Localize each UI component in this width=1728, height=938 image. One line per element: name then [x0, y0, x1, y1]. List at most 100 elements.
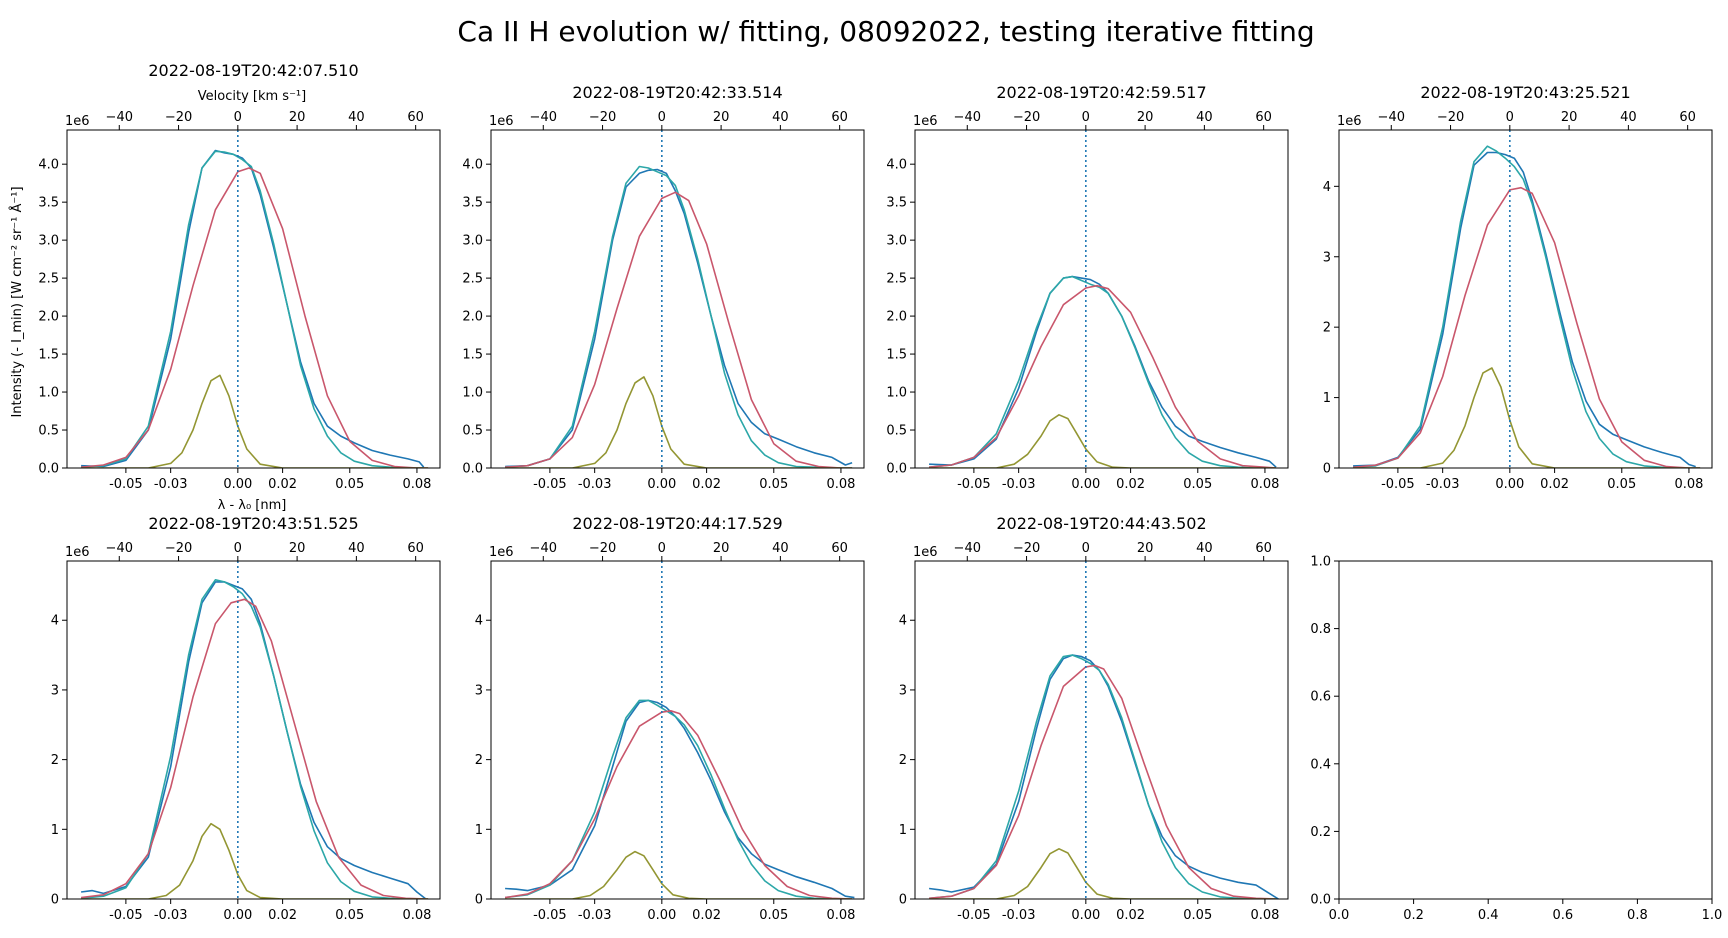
subplot-8: 0.0 0.2 0.4 0.6 0.8 1.0 0.0 0.2 0.4 0.6 0.8 1.0 — [1310, 555, 1722, 924]
x-tick-label: 0.05 — [1183, 908, 1212, 923]
velocity-tick-label: 60 — [1255, 110, 1272, 125]
subplot-title: 2022-08-19T20:43:25.521 — [1420, 83, 1630, 102]
y-tick-label: 2.0 — [462, 310, 483, 325]
velocity-tick-label: −20 — [165, 541, 192, 556]
velocity-tick-label: 20 — [1561, 110, 1578, 125]
x-tick-label: -0.05 — [533, 908, 567, 923]
velocity-tick-label: 0 — [658, 110, 666, 125]
velocity-tick-label: 0 — [234, 110, 242, 125]
y-tick-label: 3.0 — [38, 234, 59, 249]
x-tick-label: 0.02 — [1540, 477, 1569, 492]
velocity-tick-label: −20 — [589, 110, 616, 125]
velocity-tick-label: 0 — [1506, 110, 1514, 125]
y-tick-label: 1.0 — [462, 386, 483, 401]
x-tick-label: 0.00 — [223, 477, 252, 492]
y-tick-label: 0.5 — [886, 424, 907, 439]
y-tick-label: 0.2 — [1310, 825, 1331, 840]
y-tick-label: 1.5 — [38, 348, 59, 363]
x-tick-label: -0.03 — [154, 908, 188, 923]
y-tick-label: 3 — [51, 683, 59, 698]
series-total-fit — [81, 150, 424, 468]
x-axis-label: λ - λ₀ [nm] — [218, 498, 287, 513]
y-tick-label: 0 — [899, 893, 907, 908]
x-tick-label: 0.00 — [1495, 477, 1524, 492]
subplot-grid: -0.05 -0.03 0.00 0.02 0.05 0.08 0.0 0.5 1.0 1.5 2.… — [38, 61, 1722, 923]
x-tick-label: 0.4 — [1478, 908, 1499, 923]
subplot-title: 2022-08-19T20:42:33.514 — [572, 83, 782, 102]
axes-frame — [914, 129, 1289, 469]
series-blue-component — [81, 822, 429, 899]
y-tick-label: 1 — [899, 823, 907, 838]
y-tick-label: 0 — [51, 893, 59, 908]
x-tick-label: 0.02 — [1116, 908, 1145, 923]
velocity-tick-label: −20 — [589, 541, 616, 556]
x-tick-label: -0.03 — [578, 908, 612, 923]
figure-suptitle: Ca II H evolution w/ fitting, 08092022, … — [457, 15, 1314, 48]
series-blue-component — [505, 850, 853, 899]
x-tick-label: -0.05 — [957, 477, 991, 492]
y-tick-label: 2 — [51, 753, 59, 768]
x-tick-label: 0.8 — [1627, 908, 1648, 923]
y-tick-label: 0.0 — [1310, 893, 1331, 908]
y-tick-label: 4.0 — [462, 158, 483, 173]
x-tick-label: 0.05 — [1183, 477, 1212, 492]
velocity-tick-label: 0 — [1082, 110, 1090, 125]
velocity-tick-label: −20 — [1013, 110, 1040, 125]
velocity-tick-label: −40 — [106, 110, 133, 125]
axes-frame — [490, 129, 865, 469]
series-total-fit — [1353, 145, 1701, 468]
y-axis-label: Intensity (- I_min) [W cm⁻² sr⁻¹ Å⁻¹] — [9, 186, 25, 417]
subplot-5: -0.05 -0.03 0.00 0.02 0.05 0.08 0 1 2 3 4 −40 −20 0 20… — [51, 514, 441, 923]
series-main-component — [929, 664, 1277, 899]
x-tick-label: 0.05 — [759, 908, 788, 923]
y-tick-label: 1.0 — [1310, 555, 1331, 570]
y-tick-label: 3 — [1323, 250, 1331, 265]
x-tick-label: -0.03 — [1002, 477, 1036, 492]
y-tick-label: 2 — [1323, 321, 1331, 336]
velocity-tick-label: 20 — [289, 541, 306, 556]
axes-frame — [66, 129, 441, 469]
y-tick-label: 2.5 — [886, 272, 907, 287]
series-observed — [505, 699, 855, 899]
subplot-title: 2022-08-19T20:42:07.510 — [148, 61, 358, 80]
velocity-tick-label: 60 — [1679, 110, 1696, 125]
velocity-tick-label: 60 — [407, 541, 424, 556]
series-blue-component — [1353, 367, 1701, 468]
velocity-tick-label: 40 — [1620, 110, 1637, 125]
y-tick-label: 1.5 — [462, 348, 483, 363]
series-main-component — [505, 191, 853, 468]
series-observed — [929, 275, 1277, 468]
velocity-tick-label: 20 — [713, 541, 730, 556]
y-offset-label: 1e6 — [1337, 114, 1362, 129]
y-tick-label: 2 — [899, 753, 907, 768]
velocity-tick-label: 40 — [348, 110, 365, 125]
series-total-fit — [505, 165, 853, 468]
x-tick-label: 0.2 — [1403, 908, 1424, 923]
y-tick-label: 4 — [899, 614, 907, 629]
series-observed — [929, 654, 1279, 899]
y-tick-label: 3 — [475, 683, 483, 698]
series-blue-component — [929, 847, 1277, 899]
x-tick-label: -0.03 — [1002, 908, 1036, 923]
x-tick-label: -0.05 — [109, 477, 143, 492]
y-tick-label: 3 — [899, 683, 907, 698]
velocity-tick-label: 40 — [772, 110, 789, 125]
y-offset-label: 1e6 — [65, 545, 90, 560]
y-offset-label: 1e6 — [65, 114, 90, 129]
velocity-tick-label: 20 — [1137, 110, 1154, 125]
y-tick-label: 4 — [1323, 180, 1331, 195]
series-main-component — [1353, 186, 1701, 468]
x-tick-label: 0.00 — [1071, 477, 1100, 492]
velocity-axis-label: Velocity [km s⁻¹] — [198, 89, 306, 104]
y-tick-label: 3.0 — [886, 234, 907, 249]
velocity-tick-label: −20 — [1437, 110, 1464, 125]
x-tick-label: 0.08 — [826, 477, 855, 492]
x-tick-label: -0.05 — [957, 908, 991, 923]
y-tick-label: 0.6 — [1310, 690, 1331, 705]
velocity-tick-label: 20 — [713, 110, 730, 125]
subplot-2: -0.05 -0.03 0.00 0.02 0.05 0.08 0.0 0.5 1.0 1.5 2.… — [462, 83, 865, 492]
series-main-component — [81, 167, 429, 468]
x-tick-label: -0.05 — [1381, 477, 1415, 492]
subplot-title: 2022-08-19T20:43:51.525 — [148, 514, 358, 533]
